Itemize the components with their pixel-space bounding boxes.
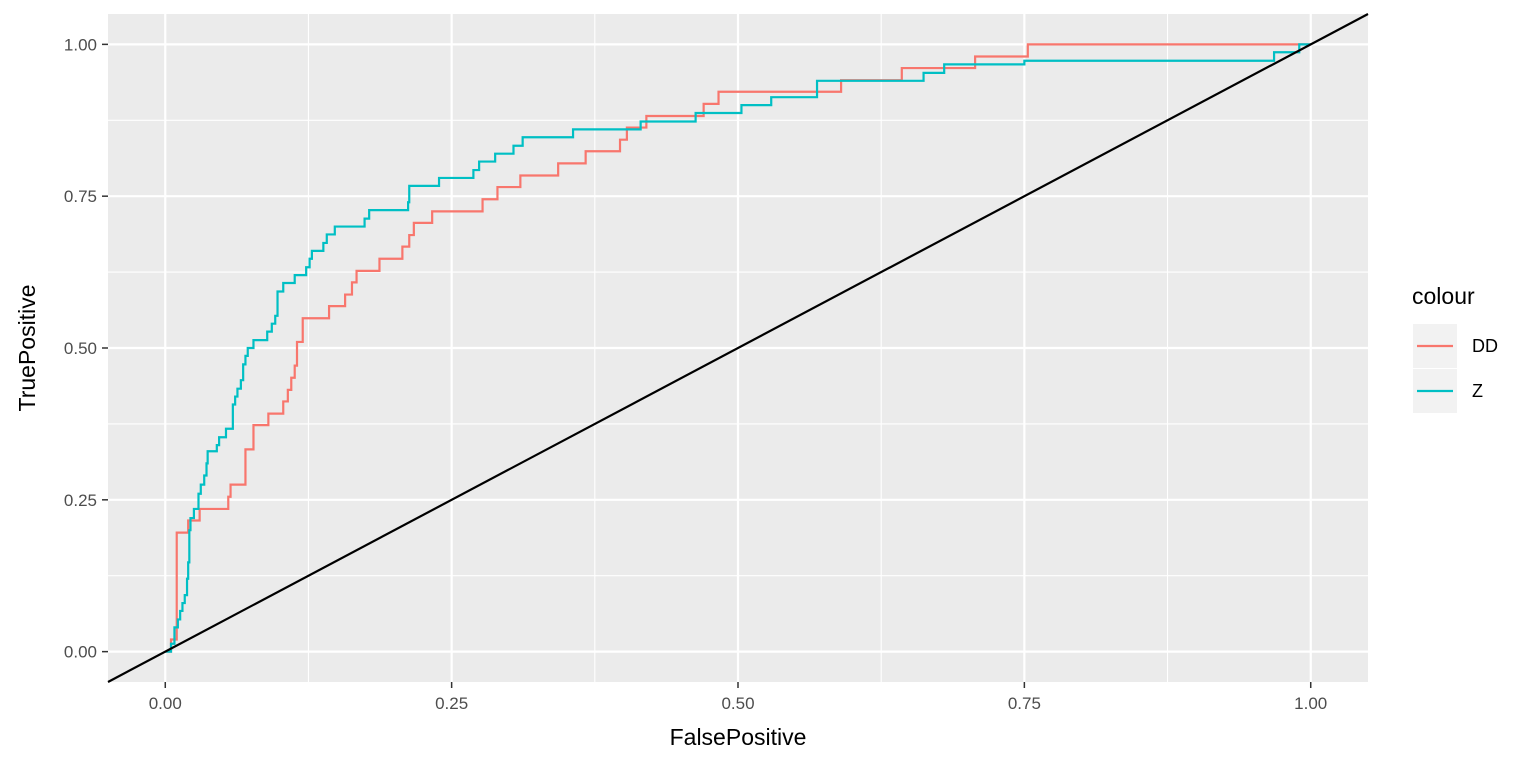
- y-tick-label: 1.00: [64, 35, 97, 54]
- legend: colour DD Z: [1412, 283, 1498, 413]
- series-line-dd: [165, 43, 1311, 653]
- y-axis: 0.00 0.25 0.50 0.75 1.00: [64, 35, 108, 662]
- series-layer: [165, 43, 1311, 653]
- x-axis-title: FalsePositive: [670, 724, 807, 750]
- legend-label-dd: DD: [1472, 336, 1498, 356]
- x-tick-label: 1.00: [1294, 694, 1327, 713]
- x-axis: 0.00 0.25 0.50 0.75 1.00: [149, 682, 1327, 713]
- y-tick-label: 0.75: [64, 187, 97, 206]
- x-tick-label: 0.00: [149, 694, 182, 713]
- x-tick-label: 0.25: [435, 694, 468, 713]
- legend-label-z: Z: [1472, 381, 1483, 401]
- reference-line-layer: [107, 13, 1369, 683]
- y-tick-label: 0.00: [64, 643, 97, 662]
- y-tick-label: 0.25: [64, 491, 97, 510]
- x-tick-label: 0.50: [721, 694, 754, 713]
- x-tick-label: 0.75: [1008, 694, 1041, 713]
- legend-title: colour: [1412, 283, 1475, 309]
- y-tick-label: 0.50: [64, 339, 97, 358]
- series-line-z: [165, 43, 1311, 653]
- y-axis-title: TruePositive: [14, 285, 40, 412]
- reference-diagonal-line: [107, 13, 1369, 683]
